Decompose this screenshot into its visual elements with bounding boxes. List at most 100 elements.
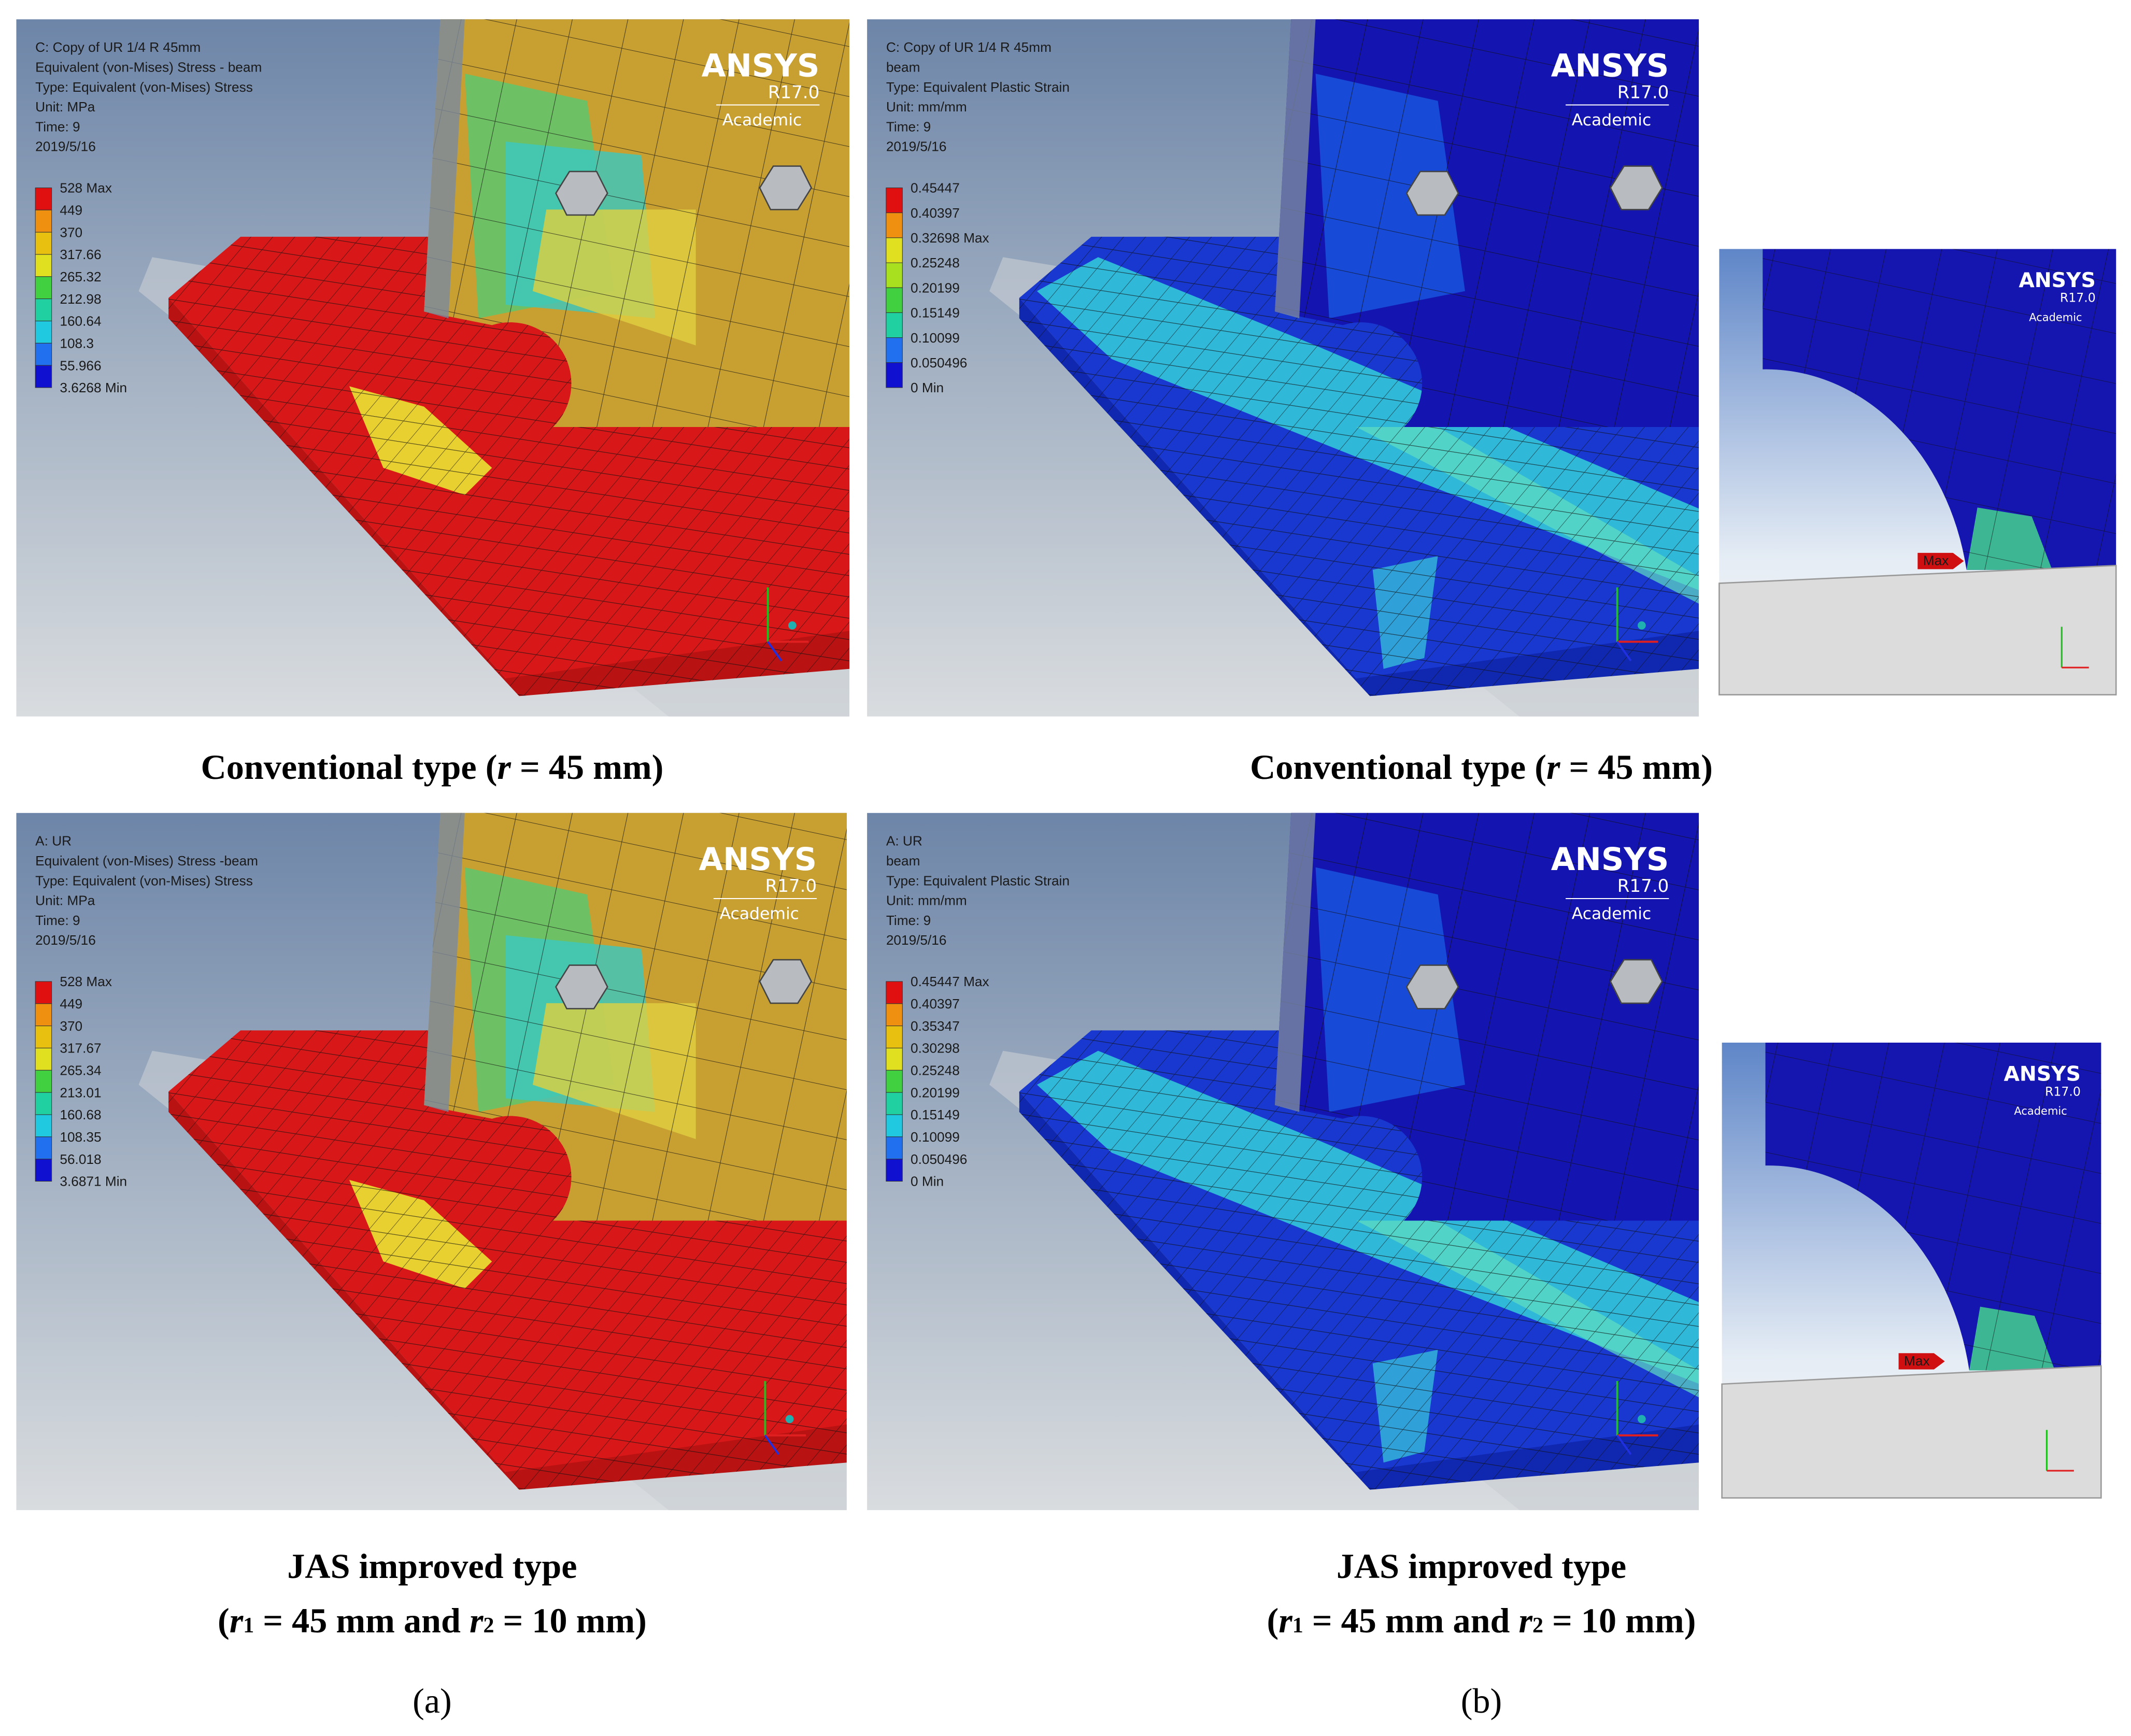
logo: ANSYS [1551,842,1669,878]
legend-swatch [886,212,903,238]
subfigure-label: (a) [413,1681,452,1720]
legend-label: 0.30298 [911,1041,960,1056]
legend-label: 160.64 [60,314,101,329]
legend-swatch [886,187,903,214]
legend-label: 213.01 [60,1085,101,1100]
bolt-hole [1610,165,1663,210]
plate [1718,564,2117,695]
legend-label: 0.35347 [911,1018,960,1034]
caption: Conventional type (r = 45 mm) [1250,747,1713,787]
legend-label: 449 [60,996,82,1012]
bolt-hole [759,959,813,1004]
logo: ANSYS [702,48,820,84]
legend-label: 449 [60,202,82,218]
legend-swatch [35,1070,52,1093]
legend-swatch [35,187,52,210]
legend-label: 0.15149 [911,1107,960,1122]
legend-label: 0.45447 [911,180,960,196]
axis-triad [1616,1434,1632,1455]
max-label: Max [1923,552,1949,568]
legend-swatch [35,1026,52,1048]
result-header: Time: 9 [886,119,931,134]
legend-label: 0.40397 [911,205,960,221]
max-marker [1917,552,1964,570]
max-label: Max [1904,1353,1930,1369]
legend-swatch [886,287,903,313]
legend-label: 0.20199 [911,280,960,295]
caption: Conventional type (r = 45 mm) [201,747,664,787]
result-header: Unit: MPa [35,99,95,115]
legend-swatch [35,298,52,321]
legend-swatch [35,1159,52,1182]
bolt-hole [555,170,608,216]
axis-triad [1638,621,1646,630]
legend-swatch [886,1114,903,1137]
legend-label: 160.68 [60,1107,101,1122]
legend-label: 0.050496 [911,1151,967,1167]
web-mesh [424,19,850,428]
legend-swatch [35,981,52,1004]
legend-label: 56.018 [60,1151,101,1167]
result-header: Time: 9 [35,119,80,134]
logo-edition: Academic [722,111,802,130]
legend-swatch [886,1003,903,1027]
result-header: 2019/5/16 [886,932,947,948]
legend-label: 265.34 [60,1062,101,1078]
legend-swatch [886,1026,903,1048]
web-edge [1274,813,1316,1112]
logo: ANSYS [1551,48,1669,84]
bolt-hole [759,165,813,210]
legend-swatch [35,232,52,255]
result-header: Type: Equivalent (von-Mises) Stress [35,873,253,888]
subfigure-label: (b) [1461,1681,1502,1720]
logo-version: R17.0 [2060,291,2096,305]
result-header: Time: 9 [35,913,80,928]
result-header: C: Copy of UR 1/4 R 45mm [35,39,201,55]
result-panel: C: Copy of UR 1/4 R 45mm beam Type: Equiva… [867,19,1699,717]
captions: Conventional type (r = 45 mm) Convention… [201,747,1713,1720]
result-header: Unit: mm/mm [886,893,967,908]
legend-label: 0 Min [911,1174,944,1189]
bolt-hole [555,964,608,1009]
legend-label: 0.10099 [911,1129,960,1145]
result-header: 2019/5/16 [35,139,96,154]
legend-label: 0.32698 Max [911,230,989,246]
logo: ANSYS [2019,268,2095,292]
legend-swatch [35,343,52,366]
legend-swatch [886,981,903,1004]
legend-swatch [35,254,52,277]
result-header: Unit: MPa [35,893,95,908]
legend-swatch [35,1114,52,1137]
legend-swatch [886,337,903,363]
web-mesh [424,813,847,1221]
logo-edition: Academic [2029,311,2082,323]
bolt-hole [1405,964,1459,1009]
result-header: 2019/5/16 [35,932,96,948]
legend-label: 0.40397 [911,996,960,1012]
result-header: C: Copy of UR 1/4 R 45mm [886,39,1052,55]
caption: (r1 = 45 mm and r2 = 10 mm) [1267,1601,1696,1640]
result-header: beam [886,853,920,869]
legend-label: 528 Max [60,974,112,989]
result-panel: C: Copy of UR 1/4 R 45mm Equivalent (von-… [16,19,850,717]
legend-swatch [886,262,903,288]
result-header: Type: Equivalent Plastic Strain [886,873,1070,888]
logo-version: R17.0 [768,82,820,103]
legend-swatch [35,365,52,388]
legend-label: 3.6871 Min [60,1174,127,1189]
web-mesh [1765,1042,2101,1371]
result-header: A: UR [35,833,72,849]
result-panel: A: UR Equivalent (von-Mises) Stress -beam… [16,813,847,1511]
axis-triad [788,621,797,630]
web-edge [424,19,465,319]
logo-edition: Academic [2014,1105,2067,1117]
bolt-hole [1405,170,1459,216]
legend-label: 0.10099 [911,330,960,346]
axis-triad [1638,1415,1646,1424]
legend-label: 108.3 [60,335,94,351]
legend-swatch [35,276,52,300]
legend-swatch [35,1136,52,1160]
result-header: Type: Equivalent Plastic Strain [886,79,1070,95]
